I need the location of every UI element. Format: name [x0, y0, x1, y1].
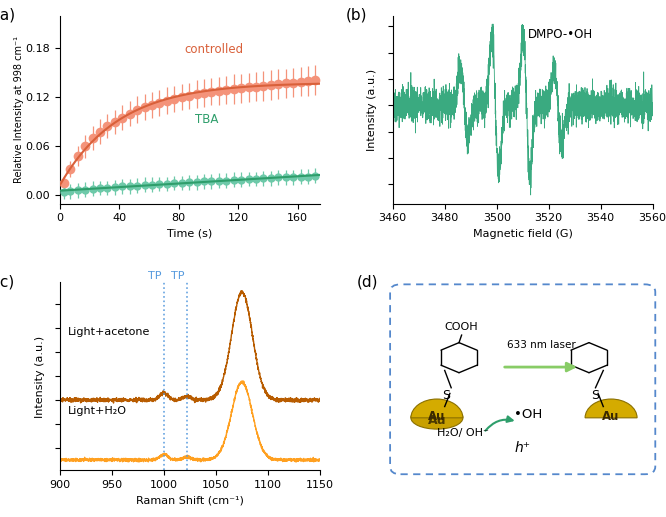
- Wedge shape: [411, 399, 463, 418]
- Text: Light+H₂O: Light+H₂O: [68, 406, 127, 416]
- Text: H₂O/ OH⁻: H₂O/ OH⁻: [437, 428, 489, 438]
- Text: (c): (c): [0, 275, 15, 290]
- Text: 633 nm laser: 633 nm laser: [507, 340, 575, 350]
- Text: controlled: controlled: [184, 43, 244, 56]
- Text: TP: TP: [171, 270, 185, 281]
- Text: DMPO-•OH: DMPO-•OH: [528, 28, 593, 41]
- FancyArrowPatch shape: [486, 416, 513, 431]
- Text: Au: Au: [602, 410, 620, 423]
- Text: (d): (d): [356, 275, 378, 290]
- Text: TP: TP: [148, 270, 162, 281]
- Wedge shape: [585, 399, 637, 418]
- Text: (a): (a): [0, 8, 16, 23]
- Text: TBA: TBA: [195, 113, 218, 126]
- Text: S: S: [442, 389, 450, 402]
- X-axis label: Magnetic field (G): Magnetic field (G): [473, 229, 573, 239]
- Y-axis label: Intensity (a.u.): Intensity (a.u.): [35, 336, 45, 418]
- Text: Au: Au: [428, 410, 446, 423]
- Text: COOH: COOH: [445, 322, 478, 332]
- X-axis label: Time (s): Time (s): [167, 229, 212, 239]
- Y-axis label: Intensity (a.u.): Intensity (a.u.): [368, 68, 378, 150]
- Text: S: S: [591, 389, 599, 402]
- Ellipse shape: [411, 406, 463, 429]
- Text: h⁺: h⁺: [515, 441, 531, 455]
- Text: •OH: •OH: [513, 407, 542, 420]
- Text: Au: Au: [428, 414, 446, 427]
- Text: Light+acetone: Light+acetone: [68, 327, 150, 337]
- Y-axis label: Relative Intensity at 998 cm⁻¹: Relative Intensity at 998 cm⁻¹: [14, 36, 24, 183]
- Text: (b): (b): [346, 8, 368, 23]
- X-axis label: Raman Shift (cm⁻¹): Raman Shift (cm⁻¹): [136, 496, 244, 506]
